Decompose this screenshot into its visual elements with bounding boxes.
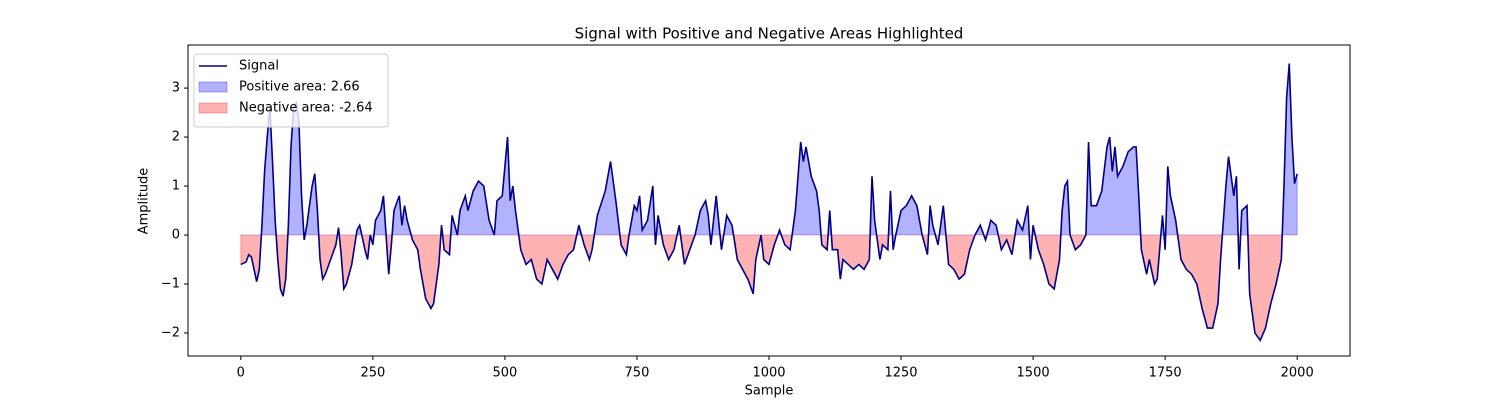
legend-box (193, 53, 389, 128)
y-axis-label: Amplitude (137, 168, 152, 235)
x-axis-label: Sample (745, 384, 794, 399)
chart-title: Signal with Positive and Negative Areas … (575, 25, 964, 43)
x-tick-label: 250 (360, 366, 385, 381)
x-tick-label: 1000 (752, 366, 785, 381)
legend-label: Negative area: -2.64 (239, 101, 373, 116)
x-tick-label: 0 (237, 366, 245, 381)
legend-patch (198, 102, 228, 114)
y-tick-label: 3 (172, 81, 180, 96)
legend-patch (198, 81, 228, 93)
x-tick-label: 1250 (884, 366, 917, 381)
y-tick-label: −1 (161, 277, 180, 292)
legend-label: Signal (239, 59, 279, 74)
y-tick-label: −2 (161, 325, 180, 340)
x-tick-label: 2000 (1281, 366, 1314, 381)
x-tick-label: 1500 (1017, 366, 1050, 381)
x-tick-label: 500 (492, 366, 517, 381)
x-tick-label: 1750 (1149, 366, 1182, 381)
y-tick-label: 0 (172, 228, 180, 243)
x-tick-label: 750 (625, 366, 650, 381)
y-tick-label: 1 (172, 179, 180, 194)
y-tick-label: 2 (172, 130, 180, 145)
signal-line (240, 63, 1298, 342)
legend-label: Positive area: 2.66 (239, 80, 360, 95)
